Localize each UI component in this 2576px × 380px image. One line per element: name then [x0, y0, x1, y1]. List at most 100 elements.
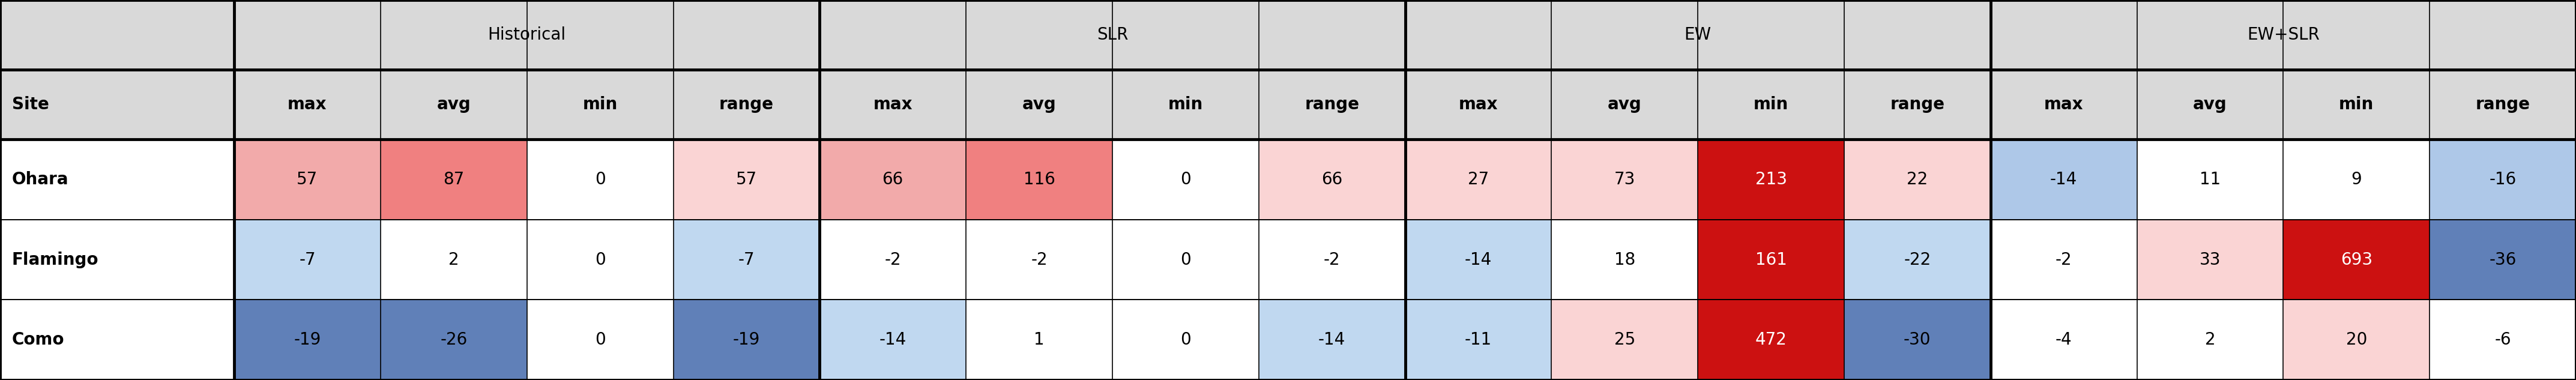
Bar	[1698, 139, 1844, 220]
Text: 9: 9	[2352, 171, 2362, 188]
Bar	[1260, 220, 1404, 300]
Text: 18: 18	[1615, 251, 1636, 268]
Text: min: min	[1754, 96, 1788, 113]
Text: 0: 0	[595, 331, 605, 348]
Text: avg: avg	[438, 96, 471, 113]
Bar	[234, 220, 381, 300]
Text: 2: 2	[448, 251, 459, 268]
Text: -16: -16	[2488, 171, 2517, 188]
Text: range: range	[2476, 96, 2530, 113]
Text: -14: -14	[878, 331, 907, 348]
Text: -2: -2	[2056, 251, 2071, 268]
Bar	[672, 220, 819, 300]
Text: range: range	[1891, 96, 1945, 113]
Bar	[2282, 300, 2429, 380]
Text: -22: -22	[1904, 251, 1932, 268]
Bar	[2429, 300, 2576, 380]
Bar	[0, 220, 234, 300]
Text: max: max	[1458, 96, 1497, 113]
Text: min: min	[582, 96, 618, 113]
Text: 57: 57	[737, 171, 757, 188]
Text: range: range	[719, 96, 773, 113]
Bar	[1551, 220, 1698, 300]
Text: -6: -6	[2494, 331, 2512, 348]
Bar	[2282, 139, 2429, 220]
Text: avg: avg	[2192, 96, 2228, 113]
Bar	[1260, 139, 1404, 220]
Bar	[2429, 139, 2576, 220]
Bar	[1404, 220, 1551, 300]
Bar	[966, 139, 1113, 220]
Text: 161: 161	[1754, 251, 1788, 268]
Bar	[1260, 300, 1404, 380]
Bar	[0, 0, 2576, 70]
Text: -11: -11	[1466, 331, 1492, 348]
Text: -26: -26	[440, 331, 466, 348]
Text: 73: 73	[1615, 171, 1636, 188]
Text: 25: 25	[1615, 331, 1636, 348]
Text: -14: -14	[2050, 171, 2076, 188]
Text: 472: 472	[1754, 331, 1788, 348]
Text: 0: 0	[595, 251, 605, 268]
Text: max: max	[2045, 96, 2084, 113]
Text: 0: 0	[1180, 171, 1190, 188]
Bar	[1404, 300, 1551, 380]
Bar	[2282, 220, 2429, 300]
Bar	[381, 139, 528, 220]
Bar	[1844, 220, 1991, 300]
Bar	[1551, 139, 1698, 220]
Bar	[819, 300, 966, 380]
Bar	[234, 300, 381, 380]
Text: -2: -2	[884, 251, 902, 268]
Bar	[2138, 139, 2282, 220]
Text: 116: 116	[1023, 171, 1056, 188]
Bar	[0, 139, 234, 220]
Bar	[528, 220, 672, 300]
Text: 0: 0	[1180, 331, 1190, 348]
Text: 213: 213	[1754, 171, 1788, 188]
Text: 11: 11	[2200, 171, 2221, 188]
Text: 693: 693	[2342, 251, 2372, 268]
Text: 20: 20	[2347, 331, 2367, 348]
Text: max: max	[873, 96, 912, 113]
Text: Historical: Historical	[487, 27, 567, 43]
Text: -36: -36	[2488, 251, 2517, 268]
Bar	[0, 70, 2576, 139]
Text: -4: -4	[2056, 331, 2071, 348]
Bar	[2138, 220, 2282, 300]
Text: 57: 57	[296, 171, 317, 188]
Bar	[1404, 139, 1551, 220]
Bar	[0, 300, 234, 380]
Text: EW+SLR: EW+SLR	[2246, 27, 2318, 43]
Text: -14: -14	[1319, 331, 1345, 348]
Text: Site: Site	[13, 96, 49, 113]
Text: EW: EW	[1685, 27, 1710, 43]
Bar	[1844, 139, 1991, 220]
Text: max: max	[289, 96, 327, 113]
Text: Como: Como	[13, 331, 64, 348]
Text: 87: 87	[443, 171, 464, 188]
Text: 66: 66	[1321, 171, 1342, 188]
Bar	[819, 139, 966, 220]
Bar	[2429, 220, 2576, 300]
Bar	[1113, 220, 1260, 300]
Text: min: min	[1167, 96, 1203, 113]
Bar	[1991, 139, 2138, 220]
Bar	[672, 300, 819, 380]
Text: -2: -2	[1324, 251, 1340, 268]
Bar	[381, 220, 528, 300]
Text: range: range	[1303, 96, 1360, 113]
Text: 2: 2	[2205, 331, 2215, 348]
Bar	[1113, 300, 1260, 380]
Bar	[234, 139, 381, 220]
Bar	[1698, 220, 1844, 300]
Bar	[528, 300, 672, 380]
Bar	[528, 139, 672, 220]
Bar	[381, 300, 528, 380]
Bar	[966, 220, 1113, 300]
Text: avg: avg	[1023, 96, 1056, 113]
Bar	[1698, 300, 1844, 380]
Text: SLR: SLR	[1097, 27, 1128, 43]
Text: -14: -14	[1466, 251, 1492, 268]
Text: 1: 1	[1033, 331, 1043, 348]
